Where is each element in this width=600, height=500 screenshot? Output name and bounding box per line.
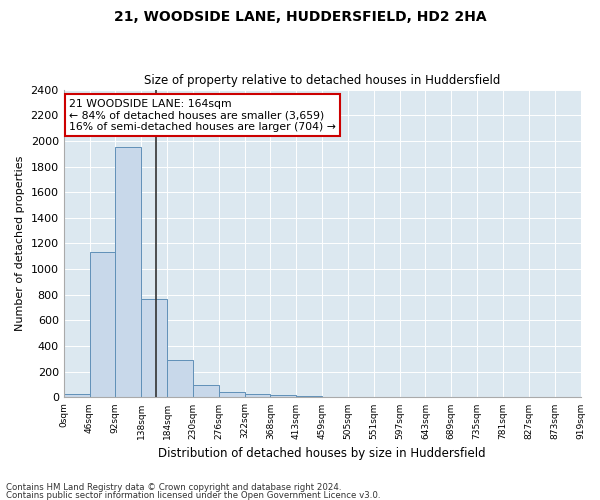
Bar xyxy=(64,394,89,398)
Bar xyxy=(245,394,271,398)
Bar xyxy=(115,148,141,398)
Bar xyxy=(141,298,167,398)
Bar xyxy=(322,397,348,398)
Y-axis label: Number of detached properties: Number of detached properties xyxy=(15,156,25,331)
Text: Contains HM Land Registry data © Crown copyright and database right 2024.: Contains HM Land Registry data © Crown c… xyxy=(6,484,341,492)
Text: 21, WOODSIDE LANE, HUDDERSFIELD, HD2 2HA: 21, WOODSIDE LANE, HUDDERSFIELD, HD2 2HA xyxy=(113,10,487,24)
Bar xyxy=(193,384,219,398)
Text: Contains public sector information licensed under the Open Government Licence v3: Contains public sector information licen… xyxy=(6,490,380,500)
X-axis label: Distribution of detached houses by size in Huddersfield: Distribution of detached houses by size … xyxy=(158,447,486,460)
Bar xyxy=(271,395,296,398)
Title: Size of property relative to detached houses in Huddersfield: Size of property relative to detached ho… xyxy=(144,74,500,87)
Text: 21 WOODSIDE LANE: 164sqm
← 84% of detached houses are smaller (3,659)
16% of sem: 21 WOODSIDE LANE: 164sqm ← 84% of detach… xyxy=(69,99,336,132)
Bar xyxy=(296,396,322,398)
Bar xyxy=(167,360,193,398)
Bar xyxy=(89,252,115,398)
Bar xyxy=(219,392,245,398)
